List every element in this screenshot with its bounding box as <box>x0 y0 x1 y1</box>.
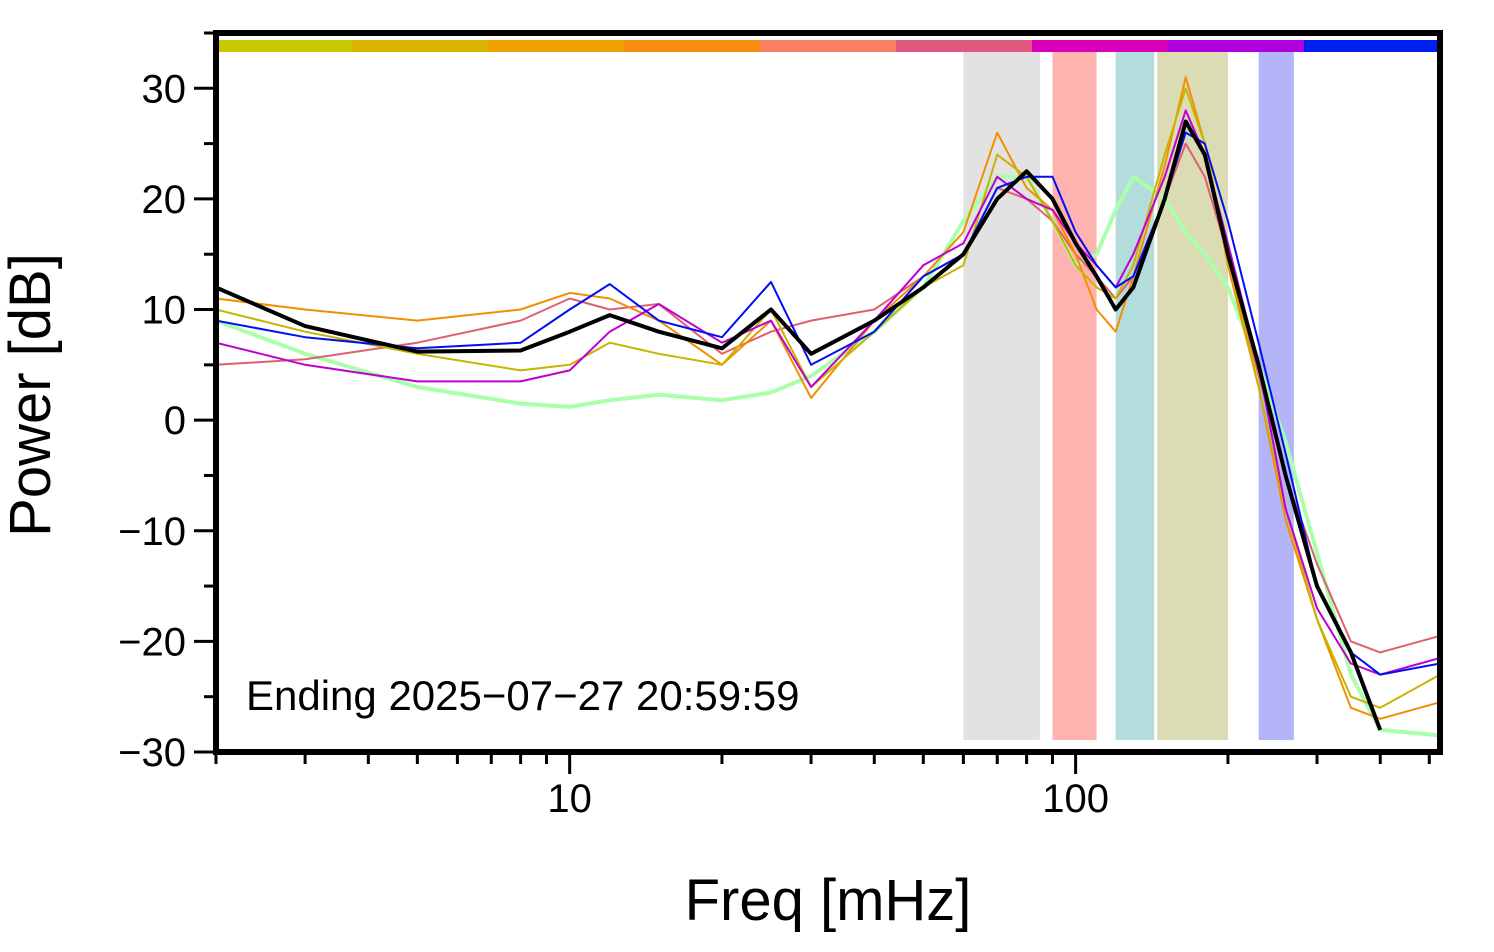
axes: −30 −20 −10 0 10 20 30 10 100 <box>118 31 1431 821</box>
y-tick-label: 20 <box>142 178 187 222</box>
series-line <box>216 131 1440 676</box>
series-line <box>216 142 1440 654</box>
y-tick-label: −20 <box>118 620 186 664</box>
strip-segment <box>1032 40 1168 52</box>
strip-segment <box>896 40 1032 52</box>
y-axis-label: Power [dB] <box>0 253 63 537</box>
series-line <box>216 119 1383 731</box>
y-tick-label: −10 <box>118 510 186 554</box>
band <box>963 52 1040 740</box>
series-line <box>216 87 1440 709</box>
x-tick-label: 10 <box>547 777 592 821</box>
strip-segment <box>1168 40 1304 52</box>
series-line <box>216 76 1440 720</box>
bands <box>963 52 1294 740</box>
plot-frame <box>213 30 1443 755</box>
strip-segment <box>624 40 760 52</box>
lines <box>216 76 1440 738</box>
band <box>1052 52 1097 740</box>
y-tick-label: 30 <box>142 67 187 111</box>
strip-segment <box>760 40 896 52</box>
annotation: Ending 2025−07−27 20:59:59 <box>246 672 800 719</box>
color-strip <box>216 40 1440 52</box>
band <box>1157 52 1228 740</box>
strip-segment <box>1304 40 1440 52</box>
x-tick-label: 100 <box>1042 777 1109 821</box>
series-line <box>216 109 1440 676</box>
strip-segment <box>352 40 488 52</box>
series-line <box>216 174 1440 738</box>
strip-segment <box>488 40 624 52</box>
strip-segment <box>216 40 352 52</box>
y-tick-label: 10 <box>142 289 187 333</box>
x-axis-label: Freq [mHz] <box>685 868 972 933</box>
band <box>1115 52 1155 740</box>
y-tick-label: −30 <box>118 731 186 775</box>
y-tick-label: 0 <box>164 399 186 443</box>
